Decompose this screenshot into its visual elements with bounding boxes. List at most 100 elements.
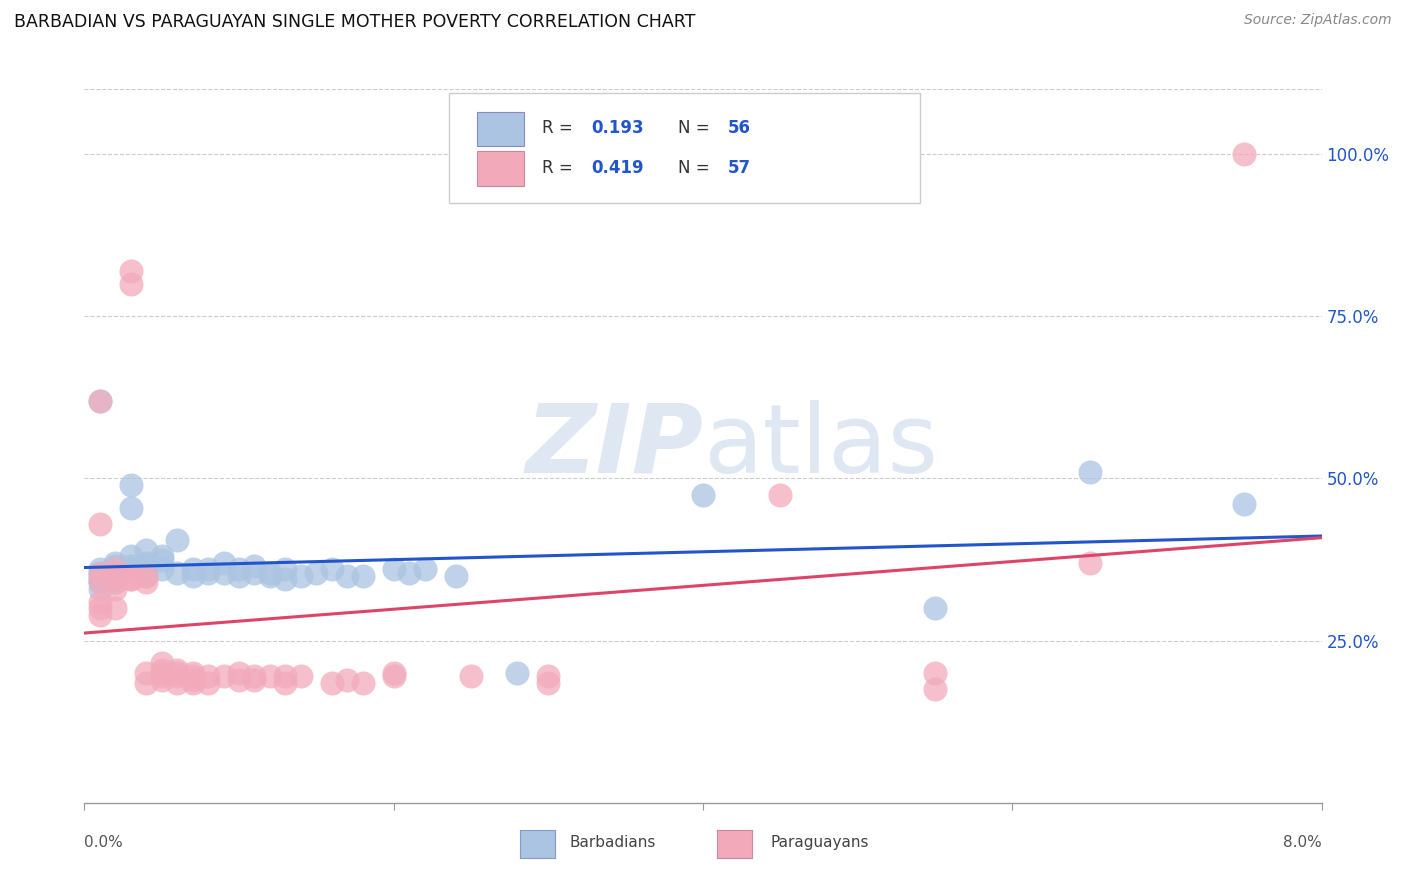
Point	[150, 666, 173, 681]
Point	[228, 568, 250, 582]
FancyBboxPatch shape	[450, 93, 920, 203]
Point	[924, 601, 946, 615]
Point	[212, 669, 235, 683]
Point	[150, 657, 173, 671]
Point	[120, 500, 142, 515]
Point	[413, 562, 436, 576]
Point	[197, 566, 219, 580]
Point	[89, 601, 111, 615]
Point	[135, 566, 157, 580]
Point	[150, 562, 173, 576]
Point	[89, 566, 111, 580]
Text: R =: R =	[543, 120, 578, 137]
Point	[259, 568, 281, 582]
Point	[274, 669, 297, 683]
Point	[89, 582, 111, 596]
Point	[181, 675, 204, 690]
Point	[1233, 147, 1256, 161]
Point	[506, 666, 529, 681]
Point	[321, 562, 343, 576]
Point	[290, 669, 312, 683]
Point	[382, 562, 405, 576]
Point	[259, 669, 281, 683]
Point	[120, 572, 142, 586]
Point	[228, 673, 250, 687]
Point	[181, 673, 204, 687]
Point	[135, 556, 157, 570]
Point	[166, 533, 188, 547]
Point	[924, 666, 946, 681]
Point	[89, 572, 111, 586]
Point	[692, 488, 714, 502]
Point	[89, 516, 111, 531]
Point	[212, 566, 235, 580]
Point	[537, 669, 560, 683]
Text: 0.419: 0.419	[592, 160, 644, 178]
Point	[166, 666, 188, 681]
Point	[104, 575, 127, 590]
Point	[243, 673, 266, 687]
Text: 57: 57	[728, 160, 751, 178]
Point	[166, 663, 188, 677]
Point	[444, 568, 467, 582]
Point	[135, 568, 157, 582]
Point	[89, 562, 111, 576]
Point	[89, 607, 111, 622]
Point	[1078, 465, 1101, 479]
Point	[181, 562, 204, 576]
Point	[120, 572, 142, 586]
Point	[104, 568, 127, 582]
Point	[924, 682, 946, 697]
Point	[150, 673, 173, 687]
Point	[135, 568, 157, 582]
Point	[1078, 556, 1101, 570]
Point	[537, 675, 560, 690]
Point	[290, 568, 312, 582]
Point	[166, 675, 188, 690]
Point	[104, 568, 127, 582]
Text: Source: ZipAtlas.com: Source: ZipAtlas.com	[1244, 13, 1392, 28]
Point	[228, 666, 250, 681]
Point	[181, 568, 204, 582]
Point	[89, 568, 111, 582]
Point	[166, 566, 188, 580]
Text: 8.0%: 8.0%	[1282, 836, 1322, 850]
Point	[120, 478, 142, 492]
Text: 56: 56	[728, 120, 751, 137]
Point	[321, 675, 343, 690]
Point	[197, 562, 219, 576]
Text: Barbadians: Barbadians	[569, 836, 655, 850]
Point	[382, 669, 405, 683]
Point	[120, 549, 142, 564]
Point	[104, 566, 127, 580]
Text: BARBADIAN VS PARAGUAYAN SINGLE MOTHER POVERTY CORRELATION CHART: BARBADIAN VS PARAGUAYAN SINGLE MOTHER PO…	[14, 13, 696, 31]
Text: N =: N =	[678, 160, 716, 178]
Point	[352, 568, 374, 582]
Point	[135, 559, 157, 574]
Point	[181, 669, 204, 683]
Point	[135, 666, 157, 681]
Point	[150, 669, 173, 683]
Point	[212, 556, 235, 570]
Point	[181, 666, 204, 681]
Point	[120, 559, 142, 574]
Point	[104, 582, 127, 596]
Point	[120, 562, 142, 576]
Point	[104, 575, 127, 590]
Point	[228, 562, 250, 576]
Text: Paraguayans: Paraguayans	[770, 836, 869, 850]
Point	[89, 575, 111, 590]
Point	[104, 559, 127, 574]
Point	[243, 566, 266, 580]
Point	[120, 264, 142, 278]
Point	[243, 559, 266, 574]
Text: ZIP: ZIP	[524, 400, 703, 492]
Point	[120, 568, 142, 582]
Point	[150, 552, 173, 566]
Text: R =: R =	[543, 160, 578, 178]
Point	[166, 669, 188, 683]
Point	[89, 575, 111, 590]
Point	[1233, 497, 1256, 511]
Point	[336, 568, 359, 582]
Point	[150, 549, 173, 564]
